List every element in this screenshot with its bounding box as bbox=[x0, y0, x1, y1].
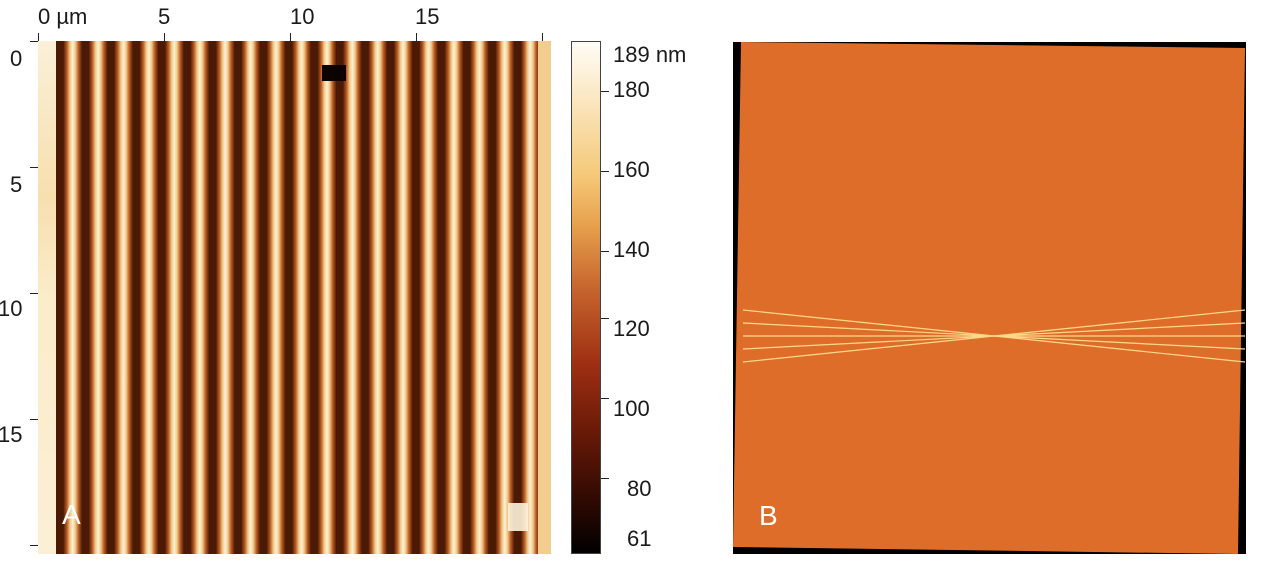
y-tick-mark bbox=[30, 41, 38, 42]
afm-stripe bbox=[538, 41, 551, 554]
afm-stripe bbox=[190, 41, 209, 554]
height-colorbar bbox=[571, 41, 601, 554]
afm-stripe bbox=[292, 41, 311, 554]
y-tick-label-5: 5 bbox=[10, 172, 23, 197]
afm-stripe bbox=[216, 41, 235, 554]
afm-stripe bbox=[444, 41, 464, 554]
colorbar-tick-label-180: 180 bbox=[613, 77, 650, 102]
y-tick-label-15: 15 bbox=[0, 422, 23, 447]
y-tick-mark bbox=[30, 167, 38, 168]
left-edge-band bbox=[38, 41, 56, 554]
colorbar-max-label: 189 nm bbox=[613, 42, 687, 67]
afm-stripe bbox=[63, 41, 82, 554]
colorbar-min-label: 61 bbox=[627, 526, 652, 551]
afm-stripe bbox=[114, 41, 133, 554]
colorbar-tick-label-120: 120 bbox=[613, 316, 650, 341]
afm-stripe bbox=[165, 41, 184, 554]
x-axis-unit-label: 0 µm bbox=[38, 4, 88, 29]
x-tick-mark bbox=[164, 33, 165, 41]
x-tick-mark bbox=[416, 33, 417, 41]
afm-stripe bbox=[317, 41, 337, 554]
fft-spectral-lines bbox=[742, 309, 1246, 363]
x-tick-label-10: 10 bbox=[290, 4, 315, 29]
defect-bright-spot bbox=[508, 503, 528, 531]
fft-image-panel: B bbox=[733, 42, 1246, 554]
afm-stripe bbox=[470, 41, 489, 554]
x-tick-mark bbox=[542, 33, 543, 41]
x-tick-label-5: 5 bbox=[158, 4, 171, 29]
afm-topography-image: A bbox=[38, 41, 551, 554]
colorbar-tick bbox=[601, 251, 609, 252]
afm-stripe bbox=[368, 41, 387, 554]
panel-a-label: A bbox=[62, 499, 81, 530]
defect-dark-spot bbox=[322, 65, 346, 81]
afm-stripe bbox=[139, 41, 159, 554]
fft-line bbox=[742, 309, 1246, 363]
afm-stripe bbox=[394, 41, 413, 554]
colorbar-tick bbox=[601, 171, 609, 172]
colorbar-tick-label-80: 80 bbox=[627, 476, 652, 501]
panel-b-label: B bbox=[759, 500, 778, 531]
y-tick-mark bbox=[30, 545, 38, 546]
fft-rotated-square bbox=[733, 42, 1245, 554]
y-tick-label-10: 10 bbox=[0, 296, 23, 321]
colorbar-tick-label-140: 140 bbox=[613, 237, 650, 262]
colorbar-tick-label-160: 160 bbox=[613, 157, 650, 182]
afm-stripe bbox=[241, 41, 260, 554]
colorbar-tick bbox=[601, 398, 609, 399]
y-tick-mark bbox=[30, 419, 38, 420]
afm-stripe bbox=[343, 41, 362, 554]
afm-stripe bbox=[419, 41, 438, 554]
colorbar-tick-label-100: 100 bbox=[613, 396, 650, 421]
y-tick-mark bbox=[30, 293, 38, 294]
x-tick-mark bbox=[38, 33, 39, 41]
afm-stripe bbox=[266, 41, 286, 554]
colorbar-tick bbox=[601, 318, 609, 319]
colorbar-tick bbox=[601, 478, 609, 479]
x-tick-label-15: 15 bbox=[415, 4, 440, 29]
x-tick-mark bbox=[290, 33, 291, 41]
afm-stripe bbox=[88, 41, 108, 554]
stripe-group bbox=[63, 41, 551, 554]
afm-stripe bbox=[495, 41, 515, 554]
afm-stripe bbox=[521, 41, 540, 554]
colorbar-tick bbox=[601, 91, 609, 92]
y-tick-label-0: 0 bbox=[10, 46, 23, 71]
